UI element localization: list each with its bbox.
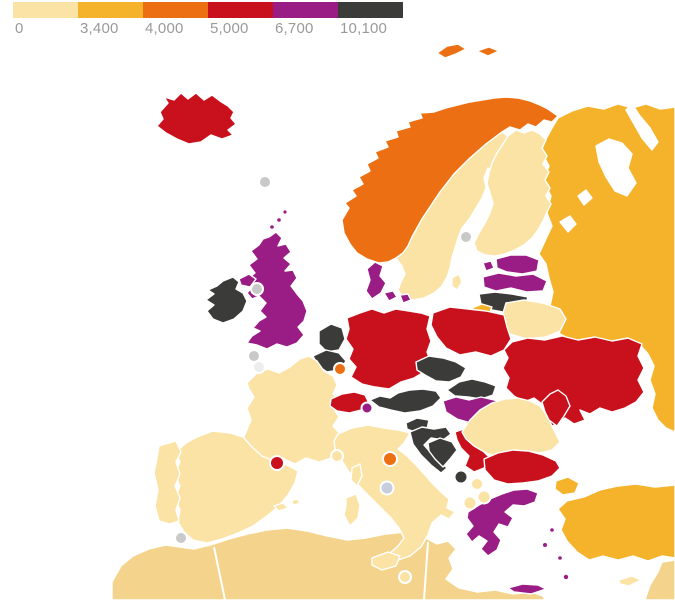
island-shetland <box>276 217 282 223</box>
balearic-islands <box>273 502 289 512</box>
country-turkey-europe <box>554 476 580 496</box>
country-netherlands <box>318 323 346 353</box>
monaco-dot <box>330 449 344 463</box>
legend-swatch-1 <box>78 2 143 18</box>
country-austria <box>369 388 442 414</box>
denmark-islands-east <box>399 293 412 304</box>
faroe-islands-dot <box>258 175 272 189</box>
country-cyprus <box>618 575 642 587</box>
lake-onega <box>577 189 593 206</box>
legend: 0 3,400 4,000 5,000 6,700 10,100 <box>13 2 403 37</box>
greek-island-speck <box>549 527 555 533</box>
islands-svalbard-east <box>476 46 500 57</box>
greek-island-speck <box>557 555 563 561</box>
country-slovakia <box>446 378 497 400</box>
country-denmark <box>365 261 387 300</box>
country-turkey <box>557 483 675 562</box>
country-czechia <box>415 355 467 383</box>
island-shetland-north <box>282 209 288 215</box>
legend-swatch-3 <box>208 2 273 18</box>
island-sardinia <box>343 493 361 527</box>
lake-ladoga <box>559 215 577 233</box>
estonia-islands <box>482 260 495 272</box>
country-ukraine <box>502 335 645 431</box>
legend-swatch-5 <box>338 2 403 18</box>
legend-swatch-0 <box>13 2 78 18</box>
island-orkney <box>269 224 275 230</box>
luxembourg-dot <box>333 362 347 376</box>
denmark-islands <box>383 290 398 302</box>
legend-color-bar <box>13 2 403 18</box>
legend-swatch-4 <box>273 2 338 18</box>
legend-label-3: 5,000 <box>210 20 249 37</box>
liechtenstein-dot <box>360 401 374 415</box>
country-italy <box>333 424 456 561</box>
san-marino-dot <box>382 451 398 467</box>
greek-island-speck <box>542 542 548 548</box>
island-gotland <box>451 273 463 291</box>
isle-of-man-dot <box>250 282 264 296</box>
country-romania <box>461 397 561 458</box>
guernsey-dot <box>247 349 261 363</box>
legend-labels: 0 3,400 4,000 5,000 6,700 10,100 <box>13 18 403 37</box>
country-bulgaria <box>483 449 561 485</box>
aland-dot <box>459 230 473 244</box>
country-estonia <box>495 254 540 275</box>
country-portugal <box>153 440 182 525</box>
albania-dot <box>462 495 478 511</box>
legend-label-1: 3,400 <box>80 20 119 37</box>
country-germany <box>345 308 432 390</box>
island-sicily <box>371 551 401 571</box>
gibraltar-dot <box>174 531 188 545</box>
islands-svalbard <box>436 43 467 59</box>
island-crete <box>507 583 547 595</box>
region-levant <box>644 559 675 600</box>
barents-strait <box>625 103 659 151</box>
country-moldova <box>541 389 571 427</box>
country-iceland <box>156 92 237 145</box>
legend-label-0: 0 <box>15 20 24 37</box>
island-corsica <box>350 463 363 487</box>
africa-border-line <box>423 541 429 600</box>
malta-dot <box>398 570 412 584</box>
island-rhodes <box>563 574 570 581</box>
region-northern-ireland <box>238 273 257 288</box>
africa-border-line <box>213 546 226 600</box>
montenegro-dot <box>453 469 469 485</box>
legend-label-5: 10,100 <box>340 20 388 37</box>
andorra-dot <box>269 455 285 471</box>
legend-label-2: 4,000 <box>145 20 184 37</box>
north-macedonia-dot <box>476 489 492 505</box>
kosovo-dot <box>470 477 484 491</box>
balearic-menorca <box>290 498 301 506</box>
country-bosnia <box>427 437 458 468</box>
country-greece <box>465 488 539 557</box>
white-sea <box>595 138 637 197</box>
country-finland <box>473 129 552 257</box>
legend-label-4: 6,700 <box>275 20 314 37</box>
country-poland <box>430 306 512 357</box>
country-ireland <box>205 276 248 324</box>
vatican-dot <box>379 480 395 496</box>
country-latvia <box>482 272 548 293</box>
jersey-dot <box>252 360 266 374</box>
legend-swatch-2 <box>143 2 208 18</box>
